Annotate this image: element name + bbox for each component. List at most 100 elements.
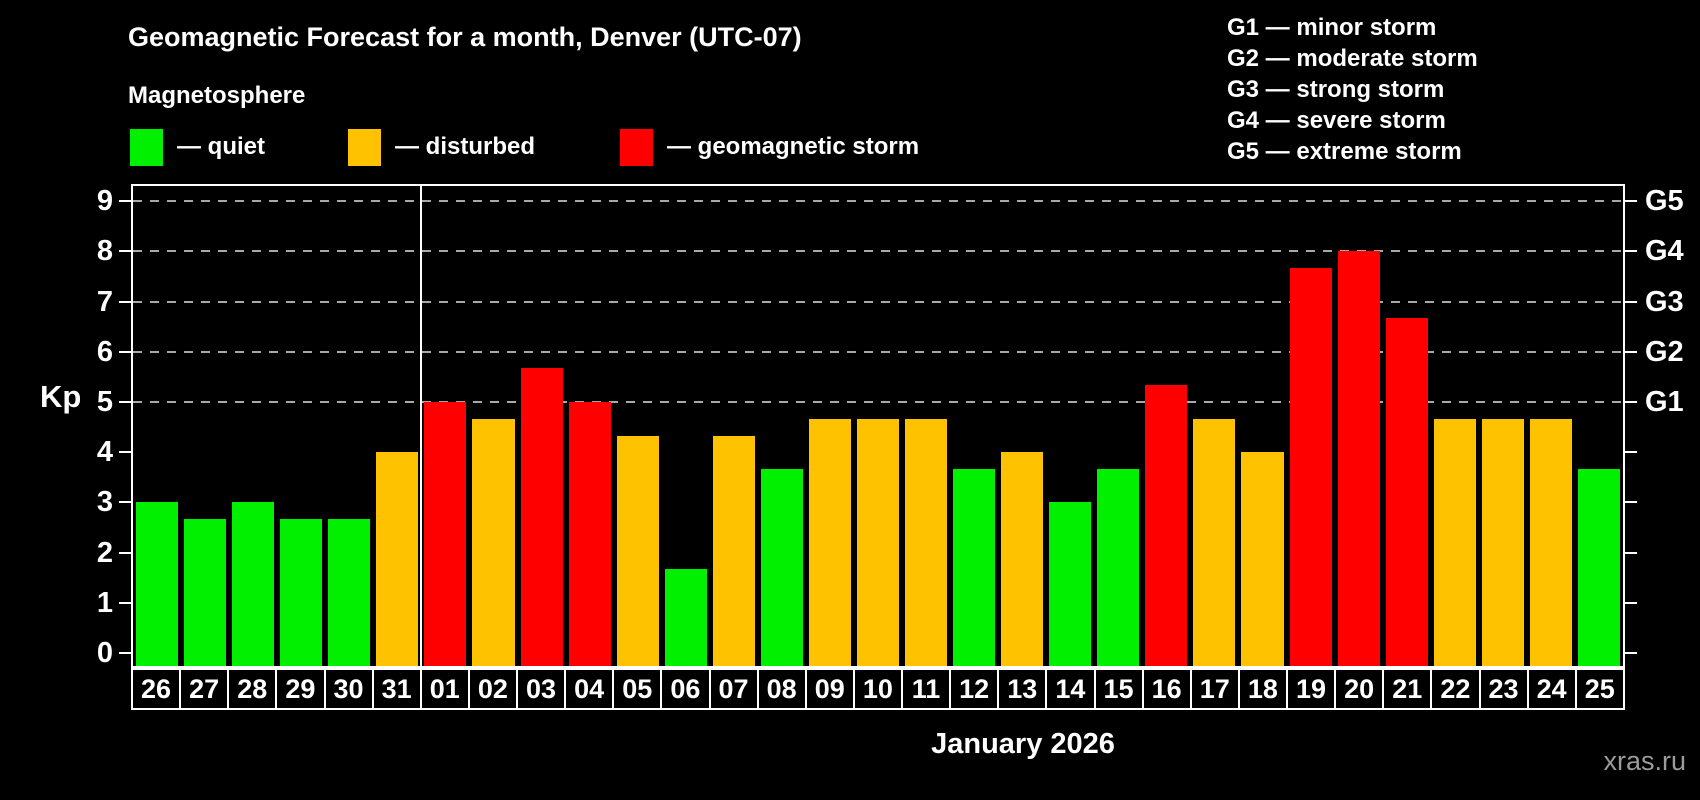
kp-bar-20 xyxy=(1337,251,1380,666)
date-cell-11: 11 xyxy=(901,668,952,710)
kp-bar-04 xyxy=(568,402,611,666)
y-axis-tick-0 xyxy=(119,652,131,654)
kp-bar-24 xyxy=(1529,418,1572,666)
y-axis-tick-5 xyxy=(119,401,131,403)
quiet-legend-label: — quiet xyxy=(177,133,265,160)
y-axis-label-1: 1 xyxy=(96,586,113,619)
y-axis-label-4: 4 xyxy=(96,436,113,469)
gridline-kp5 xyxy=(133,401,1623,403)
date-cell-22: 22 xyxy=(1430,668,1481,710)
g-scale-legend: G1 — minor storm G2 — moderate storm G3 — … xyxy=(1227,12,1478,167)
date-cell-08: 08 xyxy=(756,668,807,710)
y-axis-tick-8 xyxy=(119,250,131,253)
kp-bar-15 xyxy=(1097,468,1140,666)
date-cell-23: 23 xyxy=(1478,668,1529,710)
g-level-label-G5: G5 xyxy=(1645,185,1684,218)
watermark: xras.ru xyxy=(1603,746,1686,776)
date-cell-17: 17 xyxy=(1189,668,1240,710)
kp-axis-label: Kp xyxy=(40,379,82,414)
y-axis-label-9: 9 xyxy=(96,185,113,218)
kp-bar-21 xyxy=(1385,318,1428,666)
kp-bar-10 xyxy=(856,418,900,666)
legend-item-storm: — geomagnetic storm xyxy=(620,126,919,168)
month-separator-line xyxy=(420,186,423,666)
kp-bar-26 xyxy=(136,502,179,666)
kp-bar-14 xyxy=(1049,502,1092,666)
date-cell-29: 29 xyxy=(275,668,326,710)
right-axis-tick-G5 xyxy=(1625,200,1637,203)
y-axis-tick-4 xyxy=(119,451,131,454)
date-cell-07: 07 xyxy=(708,668,759,710)
kp-bar-07 xyxy=(712,435,755,666)
legend-item-quiet: — quiet xyxy=(130,126,265,168)
kp-bar-27 xyxy=(184,518,227,666)
kp-bar-23 xyxy=(1481,418,1524,666)
kp-bar-05 xyxy=(616,435,659,666)
kp-bar-31 xyxy=(376,452,419,666)
date-axis: 26 27 28 29 30 31 01 02 03 04 05 06 07 08 09 10 11 12 13 14… xyxy=(131,668,1625,710)
date-cell-31: 31 xyxy=(371,668,422,710)
magnetosphere-label: Magnetosphere xyxy=(128,82,306,109)
y-axis-tick-2 xyxy=(119,551,131,554)
chart-title: Geomagnetic Forecast for a month, Denver… xyxy=(128,22,802,52)
date-cell-26: 26 xyxy=(131,668,182,710)
g-level-label-G4: G4 xyxy=(1645,235,1684,268)
right-axis-tick-G3 xyxy=(1625,300,1637,303)
date-cell-16: 16 xyxy=(1141,668,1192,710)
disturbed-legend-label: — disturbed xyxy=(395,133,536,160)
kp-bar-12 xyxy=(953,468,996,666)
kp-bar-19 xyxy=(1289,267,1332,666)
storm-legend-label: — geomagnetic storm xyxy=(667,133,920,160)
y-axis-tick-6 xyxy=(119,350,131,353)
date-cell-30: 30 xyxy=(323,668,374,710)
right-axis-tick-G2 xyxy=(1625,350,1637,353)
kp-bar-09 xyxy=(808,418,851,666)
date-cell-12: 12 xyxy=(949,668,1000,710)
kp-bar-02 xyxy=(472,418,515,666)
gridline-kp8 xyxy=(133,250,1623,253)
date-cell-19: 19 xyxy=(1286,668,1337,710)
g-level-label-G3: G3 xyxy=(1645,285,1684,318)
kp-bar-13 xyxy=(1001,452,1044,666)
g-scale-legend-line-5: G5 — extreme storm xyxy=(1227,138,1462,165)
date-cell-18: 18 xyxy=(1237,668,1288,710)
date-cell-14: 14 xyxy=(1045,668,1096,710)
date-cell-28: 28 xyxy=(227,668,278,710)
kp-bar-06 xyxy=(664,569,707,666)
kp-bar-28 xyxy=(232,502,275,666)
date-cell-02: 02 xyxy=(467,668,518,710)
date-cell-03: 03 xyxy=(516,668,567,710)
date-cell-25: 25 xyxy=(1574,668,1625,710)
date-cell-13: 13 xyxy=(997,668,1048,710)
g-level-label-G2: G2 xyxy=(1645,335,1684,368)
y-axis-label-7: 7 xyxy=(96,285,113,318)
plot-area xyxy=(131,184,1625,668)
date-cell-24: 24 xyxy=(1526,668,1577,710)
storm-color-swatch xyxy=(620,128,653,166)
y-axis-tick-3 xyxy=(119,501,131,504)
y-axis-label-5: 5 xyxy=(96,386,113,418)
date-cell-21: 21 xyxy=(1382,668,1433,710)
right-axis-tick-G4 xyxy=(1625,250,1637,253)
quiet-color-swatch xyxy=(130,128,163,166)
kp-bar-25 xyxy=(1577,468,1620,666)
date-cell-06: 06 xyxy=(660,668,711,710)
g-scale-legend-line-1: G1 — minor storm xyxy=(1227,14,1437,41)
y-axis-label-6: 6 xyxy=(96,335,113,368)
kp-bar-16 xyxy=(1145,385,1188,666)
kp-bar-08 xyxy=(760,468,803,666)
y-axis-label-8: 8 xyxy=(96,235,113,268)
kp-bar-11 xyxy=(905,418,948,666)
y-axis-tick-9 xyxy=(119,200,131,203)
date-cell-04: 04 xyxy=(564,668,615,710)
g-level-label-G1: G1 xyxy=(1645,386,1684,418)
date-cell-27: 27 xyxy=(179,668,230,710)
right-axis-tick-4 xyxy=(1625,451,1637,454)
kp-bar-29 xyxy=(280,518,323,666)
date-cell-15: 15 xyxy=(1093,668,1144,710)
g-scale-legend-line-4: G4 — severe storm xyxy=(1227,107,1446,134)
g-scale-legend-line-3: G3 — strong storm xyxy=(1227,76,1445,103)
legend-item-disturbed: — disturbed xyxy=(348,126,535,168)
date-cell-01: 01 xyxy=(419,668,470,710)
